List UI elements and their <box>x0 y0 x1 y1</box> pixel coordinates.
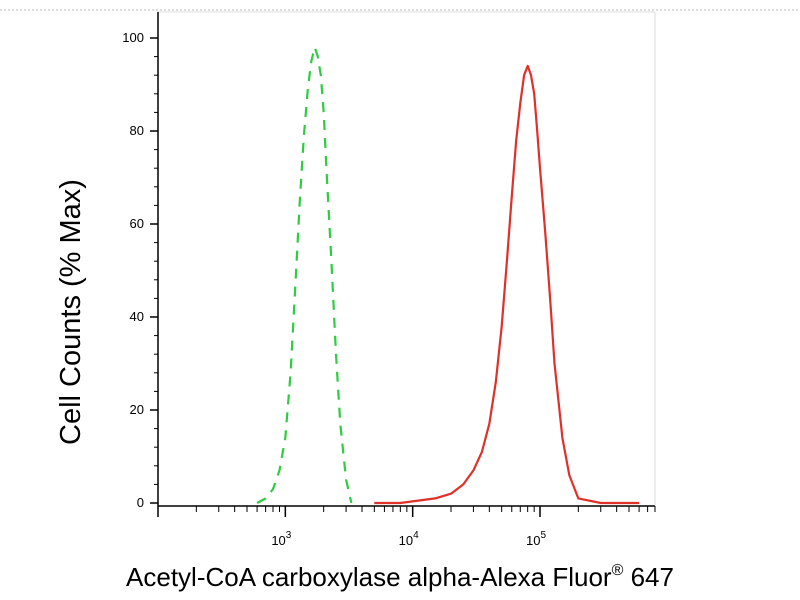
y-tick-label: 0 <box>137 495 144 510</box>
x-tick-label-exponent: 5 <box>540 530 546 541</box>
x-tick-label: 105 <box>526 530 546 548</box>
series-line-green <box>256 46 353 504</box>
y-tick-label: 40 <box>130 309 144 324</box>
y-tick-label: 20 <box>130 402 144 417</box>
x-tick-label-exponent: 4 <box>413 530 419 541</box>
x-tick-label: 103 <box>271 530 291 548</box>
y-axis: 0 20 40 60 80 100 <box>122 12 159 510</box>
x-axis: 103 104 105 <box>157 505 656 548</box>
x-axis-title-registered: ® <box>612 562 624 579</box>
series-layer <box>256 46 640 505</box>
y-tick-label: 80 <box>130 123 144 138</box>
y-axis-title: Cell Counts (% Max) <box>55 179 87 445</box>
x-tick-label-base: 10 <box>399 533 413 548</box>
x-axis-title: Acetyl-CoA carboxylase alpha-Alexa Fluor… <box>126 562 674 592</box>
x-axis-title-suffix: 647 <box>623 562 674 592</box>
y-tick-label: 100 <box>122 30 144 45</box>
x-tick-label-base: 10 <box>526 533 540 548</box>
x-tick-label-base: 10 <box>271 533 285 548</box>
x-tick-label-exponent: 3 <box>286 530 292 541</box>
series-line-red <box>374 64 640 505</box>
x-axis-title-main: Acetyl-CoA carboxylase alpha-Alexa Fluor <box>126 562 612 592</box>
y-tick-label: 60 <box>130 216 144 231</box>
x-tick-label: 104 <box>399 530 419 548</box>
